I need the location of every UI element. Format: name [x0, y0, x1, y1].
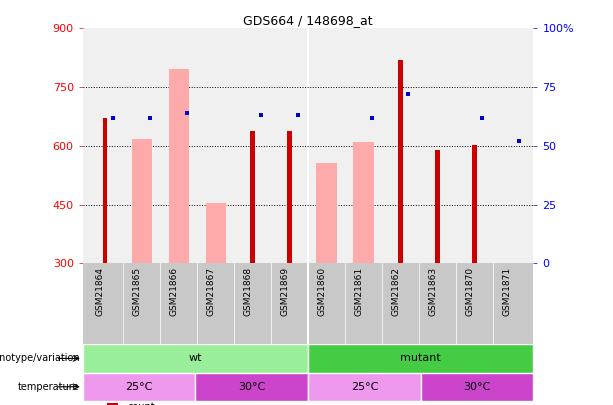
Text: GSM21865: GSM21865: [133, 267, 142, 316]
Text: GSM21868: GSM21868: [243, 267, 253, 316]
Bar: [83, 373, 196, 401]
Text: GSM21870: GSM21870: [465, 267, 474, 316]
Text: 25°C: 25°C: [126, 382, 153, 392]
Bar: [435, 150, 440, 263]
Text: GSM21863: GSM21863: [428, 267, 437, 316]
Bar: [472, 145, 477, 263]
Title: GDS664 / 148698_at: GDS664 / 148698_at: [243, 14, 373, 27]
Text: GSM21866: GSM21866: [170, 267, 179, 316]
Bar: [421, 373, 533, 401]
Text: mutant: mutant: [400, 354, 441, 363]
Bar: [132, 139, 152, 263]
Bar: [308, 344, 533, 373]
Bar: [196, 373, 308, 401]
Bar: [398, 60, 403, 263]
Text: GSM21861: GSM21861: [354, 267, 364, 316]
Text: genotype/variation: genotype/variation: [0, 354, 80, 363]
Text: 30°C: 30°C: [463, 382, 490, 392]
Bar: [353, 142, 373, 263]
Text: GSM21862: GSM21862: [391, 267, 400, 316]
Text: GSM21869: GSM21869: [281, 267, 289, 316]
Bar: [250, 131, 255, 263]
Text: 30°C: 30°C: [238, 382, 265, 392]
Text: count: count: [128, 402, 155, 405]
Text: GSM21867: GSM21867: [207, 267, 216, 316]
Bar: [169, 70, 189, 263]
Bar: [287, 131, 292, 263]
Text: GSM21860: GSM21860: [318, 267, 327, 316]
Bar: [308, 373, 421, 401]
Text: GSM21871: GSM21871: [502, 267, 511, 316]
Bar: [83, 344, 308, 373]
Text: GSM21864: GSM21864: [96, 267, 105, 316]
Bar: [205, 202, 226, 263]
Text: wt: wt: [189, 354, 202, 363]
Text: temperature: temperature: [18, 382, 80, 392]
Bar: [102, 118, 107, 263]
Bar: [316, 163, 337, 263]
Text: 25°C: 25°C: [351, 382, 378, 392]
